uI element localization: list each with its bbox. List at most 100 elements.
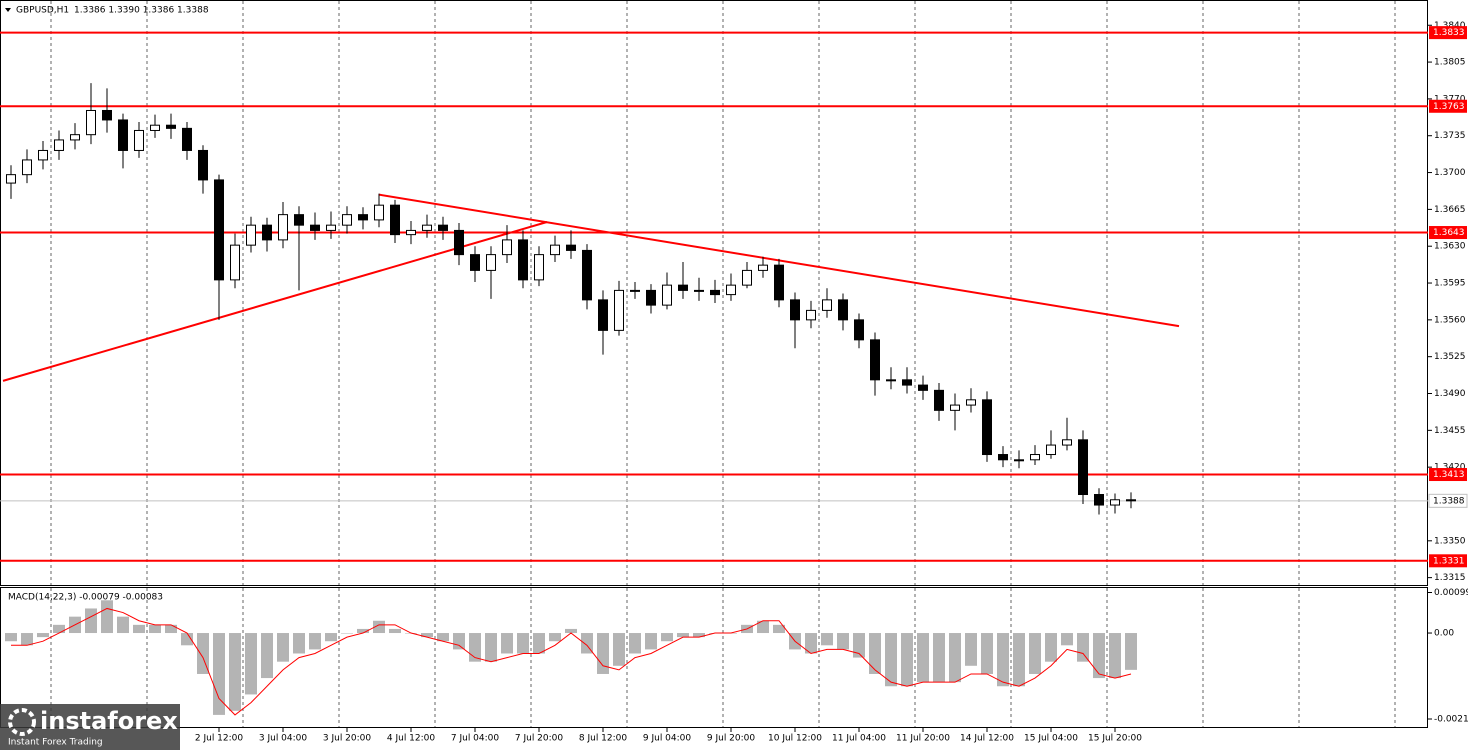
macd-bar [997,633,1009,687]
macd-bar [213,633,225,715]
level-label-box [1429,554,1467,568]
y-tick-label: 1.3805 [1434,58,1466,68]
macd-bar [629,633,641,654]
macd-bar [885,633,897,687]
macd-bar [341,633,353,634]
candle-body [1110,499,1120,506]
candle-body [198,149,208,181]
macd-bar [261,633,273,679]
macd-bar [21,633,33,646]
macd-signal [11,607,1132,716]
macd-bar [53,624,65,634]
candle-body [550,244,560,256]
y-tick-label: 1.3525 [1434,352,1466,362]
candle-body [22,159,32,176]
macd-bar [133,624,145,634]
candle-body [678,284,688,291]
macd-bar [149,624,161,634]
candle-body [774,264,784,301]
macd-bar [437,633,449,642]
macd-bar [677,633,689,638]
macd-bar [613,633,625,666]
y-tick-label: 1.3700 [1434,168,1466,178]
macd-bar [901,633,913,687]
candle-body [406,229,416,236]
level-label: 1.3413 [1433,470,1465,480]
candle-body [710,289,720,296]
macd-bar [1029,633,1041,674]
level-label: 1.3763 [1433,102,1465,112]
macd-title: MACD(14,22,3) -0.00079 -0.00083 [8,593,163,603]
x-tick-label: 9 Jul 04:00 [643,734,692,744]
x-tick-label: 11 Jul 20:00 [896,734,950,744]
macd-bar [965,633,977,666]
candle-body [422,224,432,231]
candle-body [70,134,80,141]
y-tick-label: 1.3315 [1434,573,1466,583]
candle-body [838,299,848,321]
candle-body [822,299,832,311]
candle-body [982,399,992,456]
candle-body [390,204,400,236]
candle-body [854,319,864,341]
macd-bar [917,633,929,683]
macd-bar [245,633,257,695]
candle-body [1094,494,1104,506]
candle-body [86,109,96,136]
candle-body [1126,499,1136,502]
macd-bar [805,633,817,654]
x-tick-label: 10 Jul 12:00 [768,734,822,744]
macd-bar [165,624,177,634]
macd-bar [549,633,561,642]
candle-body [262,224,272,241]
candle-body [806,309,816,321]
y-tick-label: 0.00099 [1434,588,1468,598]
x-tick-label: 8 Jul 12:00 [579,734,628,744]
candle-body [1046,444,1056,456]
current-price-box [1428,493,1468,508]
x-tick-label: 14 Jul 12:00 [960,734,1014,744]
candle-body [438,224,448,231]
candle-body [278,214,288,241]
level-label-box [1429,99,1467,113]
candle-body [342,214,352,226]
macd-bar [485,633,497,662]
macd-bar [837,633,849,650]
candle-body [966,399,976,406]
candle-body [934,389,944,411]
y-tick-label: 1.3595 [1434,279,1466,289]
macd-bar [501,633,513,654]
candle-body [630,289,640,292]
candle-body [694,289,704,292]
candle-body [726,284,736,296]
candle-body [214,179,224,281]
menu-icon [5,8,11,12]
macd-bar [389,628,401,634]
macd-bar [1045,633,1057,662]
candle-body [486,254,496,271]
x-tick-label: 3 Jul 20:00 [323,734,372,744]
watermark: instaforex Instant Forex Trading [0,704,180,750]
y-tick-label: 1.3420 [1434,463,1466,473]
candle-body [902,379,912,386]
level-label-box [1429,26,1467,40]
macd-bar [37,633,49,638]
watermark-brand: instaforex [40,707,178,735]
candle-body [454,229,464,256]
candle-body [230,244,240,281]
level-label: 1.3643 [1433,228,1465,238]
macd-bar [469,633,481,662]
y-tick-label: 1.3735 [1434,131,1466,141]
x-tick-label: 15 Jul 20:00 [1088,734,1142,744]
macd-bar [597,633,609,674]
y-tick-label: 1.3350 [1434,536,1466,546]
symbol: GBPUSD,H1 [16,6,69,16]
candle-body [1062,439,1072,446]
candle-body [918,384,928,391]
macd-bar [565,628,577,634]
y-tick-label: -0.0021 [1434,714,1468,724]
macd-bar [277,633,289,662]
macd-bar [1109,633,1121,679]
x-tick-label: 15 Jul 04:00 [1024,734,1078,744]
